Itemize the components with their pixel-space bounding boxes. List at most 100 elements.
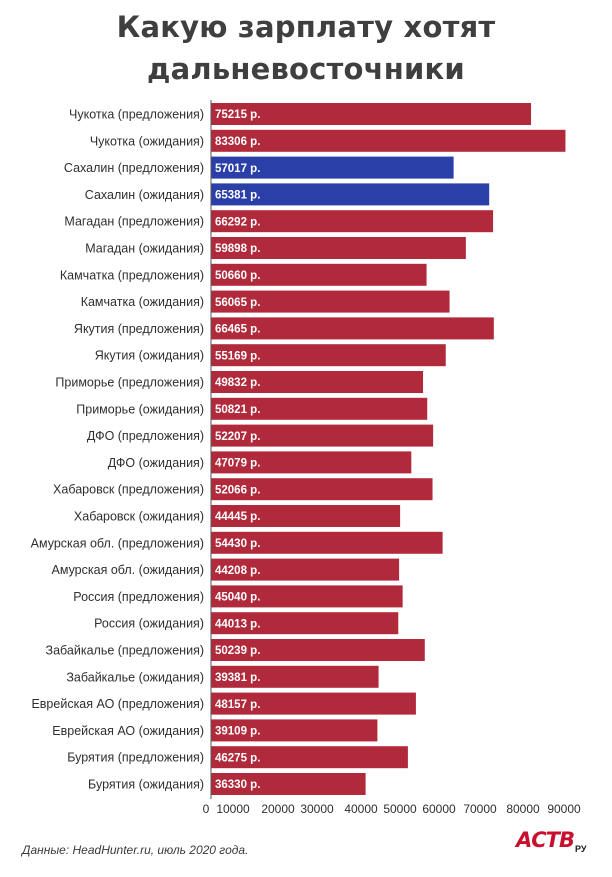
- data-label: 52207 р.: [215, 431, 260, 443]
- bar-row: Якутия (ожидания) 55169 р.: [95, 344, 446, 367]
- bar-row: Магадан (предложения) 66292 р.: [64, 210, 494, 233]
- category-label: Камчатка (предложения): [60, 268, 204, 282]
- bar-row: Бурятия (предложения) 46275 р.: [67, 746, 408, 769]
- x-tick-label: 90000: [547, 802, 581, 816]
- category-label: Приморье (ожидания): [76, 402, 204, 416]
- bar-row: Сахалин (предложения) 57017 р.: [64, 156, 454, 179]
- data-label: 59898 р.: [215, 243, 260, 255]
- data-label: 66292 р.: [215, 216, 260, 228]
- data-label: 50239 р.: [215, 645, 260, 657]
- data-label: 49832 р.: [215, 377, 260, 389]
- data-label: 44013 р.: [215, 618, 260, 630]
- bar: [211, 746, 408, 769]
- bar-row: Амурская обл. (ожидания) 44208 р.: [52, 558, 400, 581]
- bar: [211, 103, 532, 125]
- data-label: 45040 р.: [215, 592, 260, 604]
- category-label: Бурятия (предложения): [67, 751, 204, 765]
- bar: [211, 397, 428, 420]
- data-label: 55169 р.: [215, 350, 260, 362]
- category-label: Хабаровск (предложения): [53, 483, 204, 497]
- data-label: 46275 р.: [215, 752, 260, 764]
- bar: [211, 773, 366, 795]
- bar-row: Сахалин (ожидания) 65381 р.: [85, 183, 490, 206]
- bar: [211, 237, 466, 259]
- bar: [211, 639, 425, 661]
- data-label: 56065 р.: [215, 297, 260, 309]
- data-label: 50660 р.: [215, 270, 260, 282]
- chart-title: Какую зарплату хотят дальневосточники: [0, 6, 612, 90]
- bar: [211, 156, 454, 179]
- category-label: Сахалин (ожидания): [85, 188, 204, 202]
- bar-row: Еврейская АО (ожидания) 39109 р.: [52, 719, 378, 742]
- category-label: ДФО (ожидания): [108, 456, 204, 470]
- data-label: 50821 р.: [215, 404, 260, 416]
- x-tick-label: 70000: [463, 802, 497, 816]
- logo-main: АСТВ: [516, 828, 575, 852]
- bar-row: Еврейская АО (предложения) 48157 р.: [31, 692, 416, 715]
- category-label: Россия (предложения): [73, 590, 204, 604]
- data-label: 39109 р.: [215, 726, 260, 738]
- x-tick-label: 50000: [383, 802, 417, 816]
- astv-logo: АСТВ РУ: [516, 828, 596, 860]
- bar-row: Россия (ожидания) 44013 р.: [94, 612, 399, 635]
- category-label: Еврейская АО (ожидания): [52, 724, 204, 738]
- bar: [211, 612, 399, 635]
- bar: [211, 129, 566, 152]
- category-label: Якутия (ожидания): [95, 349, 204, 363]
- logo-sub: РУ: [575, 844, 587, 854]
- data-label: 75215 р.: [215, 109, 260, 121]
- bar: [211, 478, 433, 501]
- bar-row: Приморье (предложения) 49832 р.: [55, 371, 424, 393]
- data-label: 48157 р.: [215, 699, 260, 711]
- bars-layer: Чукотка (предложения) 75215 р. Чукотка (ож…: [31, 103, 566, 795]
- bar-row: Хабаровск (ожидания) 44445 р.: [74, 505, 401, 527]
- category-label: Сахалин (предложения): [64, 161, 204, 175]
- bar-row: Якутия (предложения) 66465 р.: [74, 317, 494, 340]
- data-label: 52066 р.: [215, 484, 260, 496]
- bar-row: Забайкалье (предложения) 50239 р.: [46, 639, 425, 661]
- title-line-2: дальневосточники: [147, 52, 465, 86]
- bar-row: Забайкалье (ожидания) 39381 р.: [66, 665, 379, 688]
- bar-row: Хабаровск (предложения) 52066 р.: [53, 478, 433, 501]
- bar: [211, 665, 379, 688]
- data-label: 44208 р.: [215, 565, 260, 577]
- category-label: Амурская обл. (предложения): [31, 536, 204, 550]
- bar: [211, 505, 401, 527]
- bar: [211, 585, 403, 608]
- category-label: Россия (ожидания): [94, 617, 204, 631]
- bar-row: ДФО (ожидания) 47079 р.: [108, 451, 412, 474]
- x-tick-label: 10000: [216, 802, 250, 816]
- category-label: Еврейская АО (предложения): [31, 697, 204, 711]
- bar: [211, 317, 494, 340]
- bar-row: Бурятия (ожидания) 36330 р.: [88, 773, 366, 795]
- data-label: 65381 р.: [215, 190, 260, 202]
- bar: [211, 371, 424, 393]
- bar-row: Россия (предложения) 45040 р.: [73, 585, 403, 608]
- bar-row: Чукотка (предложения) 75215 р.: [69, 103, 532, 125]
- x-tick-label: 30000: [300, 802, 334, 816]
- bar: [211, 183, 490, 206]
- bar-row: Камчатка (предложения) 50660 р.: [60, 263, 427, 286]
- data-label: 83306 р.: [215, 136, 260, 148]
- bar-row: Чукотка (ожидания) 83306 р.: [90, 129, 566, 152]
- bar: [211, 531, 443, 554]
- x-axis: 0 10000 20000 30000 40000 50000 60000 70000 8000…: [203, 100, 581, 816]
- data-label: 57017 р.: [215, 163, 260, 175]
- bar: [211, 210, 494, 233]
- bar-row: Камчатка (ожидания) 56065 р.: [81, 290, 450, 313]
- bar: [211, 424, 434, 447]
- category-label: Приморье (предложения): [55, 376, 204, 390]
- bar-row: Амурская обл. (предложения) 54430 р.: [31, 531, 443, 554]
- x-tick-label: 0: [203, 802, 210, 816]
- title-line-1: Какую зарплату хотят: [116, 10, 496, 44]
- bar: [211, 692, 416, 715]
- category-label: Бурятия (ожидания): [88, 778, 204, 792]
- x-tick-label: 60000: [422, 802, 456, 816]
- data-label: 39381 р.: [215, 672, 260, 684]
- bar: [211, 558, 400, 581]
- x-tick-label: 20000: [261, 802, 295, 816]
- data-label: 66465 р.: [215, 324, 260, 336]
- bar: [211, 719, 378, 742]
- category-label: Магадан (ожидания): [85, 242, 204, 256]
